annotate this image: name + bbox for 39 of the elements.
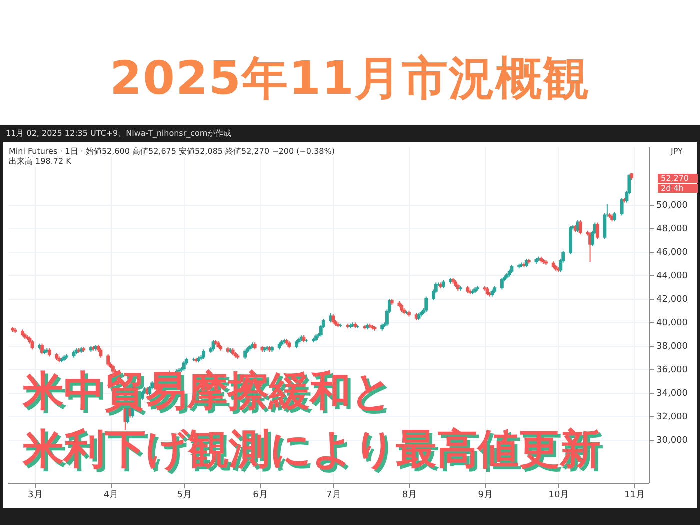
y-tick-label: 46,000 [656,248,688,258]
x-tick-label: 8月 [402,490,418,500]
y-tick-label: 32,000 [656,412,688,423]
candlestick [620,198,624,216]
x-tick-label: 7月 [326,490,342,500]
text: JPY [671,147,683,156]
x-tick-label: 10月 [548,490,570,500]
y-tick-label: 36,000 [656,366,688,376]
text: 11月 02, 2025 12:35 UTC+9、Niwa-T_nihonsr_comが作成 [6,128,232,139]
candlestick [244,349,248,360]
candlestick [148,386,152,396]
y-tick-label: 48,000 [656,224,688,235]
x-tick-label: 6月 [253,490,268,500]
text: 2d 4h [658,184,698,193]
candlestick [30,340,34,350]
x-tick-label: 9月 [478,490,493,500]
chart-title: 2025年11月市況概観 [108,50,592,107]
y-tick-label: 34,000 [656,389,688,400]
candlestick [40,343,44,355]
candlestick [106,354,110,367]
candlestick [500,277,504,290]
x-tick-label: 3月 [28,490,43,500]
x-tick-label: 11月 [624,490,646,500]
y-tick-label: 44,000 [656,272,688,282]
text: 52,270 [658,174,698,183]
annotation: 出来高 198.72 K [9,156,72,167]
candlestick [613,212,616,222]
annotation: 米利下げ観測により最高値更新 [23,424,601,475]
candlestick [424,296,428,313]
candlestick [202,349,206,360]
x-tick-label: 5月 [177,490,192,500]
y-tick-label: 38,000 [656,342,688,352]
x-tick-label: 4月 [104,490,119,500]
y-tick-label: 40,000 [656,318,688,329]
annotation: Mini Futures · 1日 · 始値52,600 高値52,675 安値52,085 終値52,270 −200 (−0.38%) [9,146,335,157]
y-tick-label: 30,000 [656,436,688,446]
y-tick-label: 42,000 [656,295,688,306]
y-tick-label: 50,000 [656,201,688,212]
candlestick [332,314,336,324]
